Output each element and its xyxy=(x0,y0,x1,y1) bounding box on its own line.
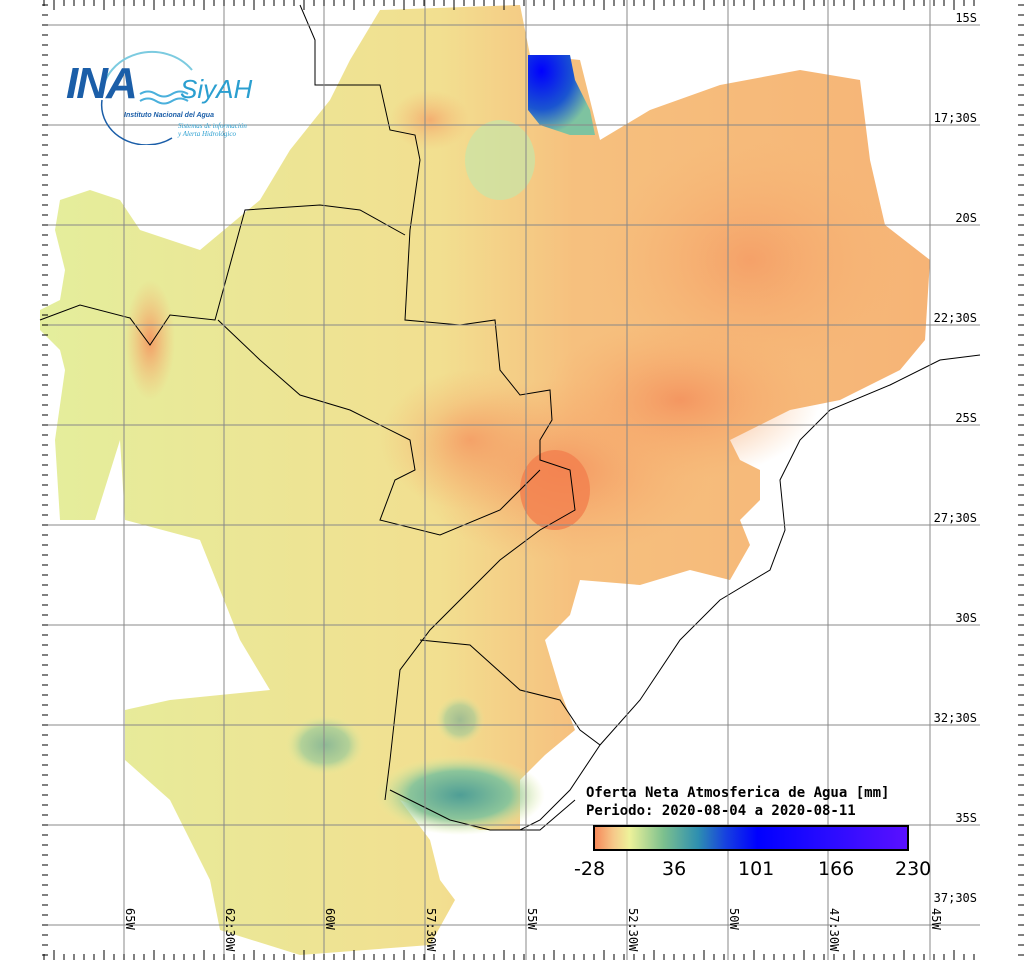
colorbar-tick: 101 xyxy=(738,858,775,880)
legend-period: Periodo: 2020-08-04 a 2020-08-11 xyxy=(586,803,856,819)
latitude-label: 30S xyxy=(954,611,978,625)
longitude-label: 65W xyxy=(123,908,137,930)
colorbar-tick: -28 xyxy=(574,858,606,880)
longitude-label: 52:30W xyxy=(626,908,640,952)
latitude-label: 35S xyxy=(954,811,978,825)
latitude-label: 20S xyxy=(954,211,978,225)
colorbar-tick: 166 xyxy=(818,858,855,880)
logo-ina: INA xyxy=(66,59,138,108)
colorbar-tick: 230 xyxy=(895,858,932,880)
longitude-label: 60W xyxy=(323,908,337,930)
logo-subtitle-2: y Alerta Hidrológico xyxy=(178,130,236,138)
longitude-label: 50W xyxy=(727,908,741,930)
colorbar xyxy=(593,825,909,851)
precipitation-field xyxy=(40,5,930,955)
logo-institute: Instituto Nacional del Agua xyxy=(124,112,214,119)
legend-title-block: Oferta Neta Atmosferica de Agua [mm] Peri… xyxy=(586,784,889,820)
latitude-label: 32;30S xyxy=(932,711,978,725)
latitude-label: 37;30S xyxy=(932,891,978,905)
latitude-label: 17;30S xyxy=(932,111,978,125)
longitude-label: 45W xyxy=(929,908,943,930)
longitude-label: 57:30W xyxy=(424,908,438,952)
latitude-label: 15S xyxy=(954,11,978,25)
latitude-label: 27;30S xyxy=(932,511,978,525)
axis-ticks xyxy=(42,0,1024,960)
longitude-label: 62:30W xyxy=(223,908,237,952)
latitude-label: 22;30S xyxy=(932,311,978,325)
logo-siyah: SiyAH xyxy=(180,74,253,104)
legend-title: Oferta Neta Atmosferica de Agua [mm] xyxy=(586,785,890,801)
colorbar-tick: 36 xyxy=(662,858,687,880)
country-borders xyxy=(39,4,981,831)
logo-subtitle-1: Sistemas de información xyxy=(178,122,247,130)
ina-siyah-logo: INA SiyAH Instituto Nacional del Agua Si… xyxy=(62,50,262,145)
longitude-label: 55W xyxy=(525,908,539,930)
latitude-label: 25S xyxy=(954,411,978,425)
longitude-label: 47:30W xyxy=(827,908,841,952)
